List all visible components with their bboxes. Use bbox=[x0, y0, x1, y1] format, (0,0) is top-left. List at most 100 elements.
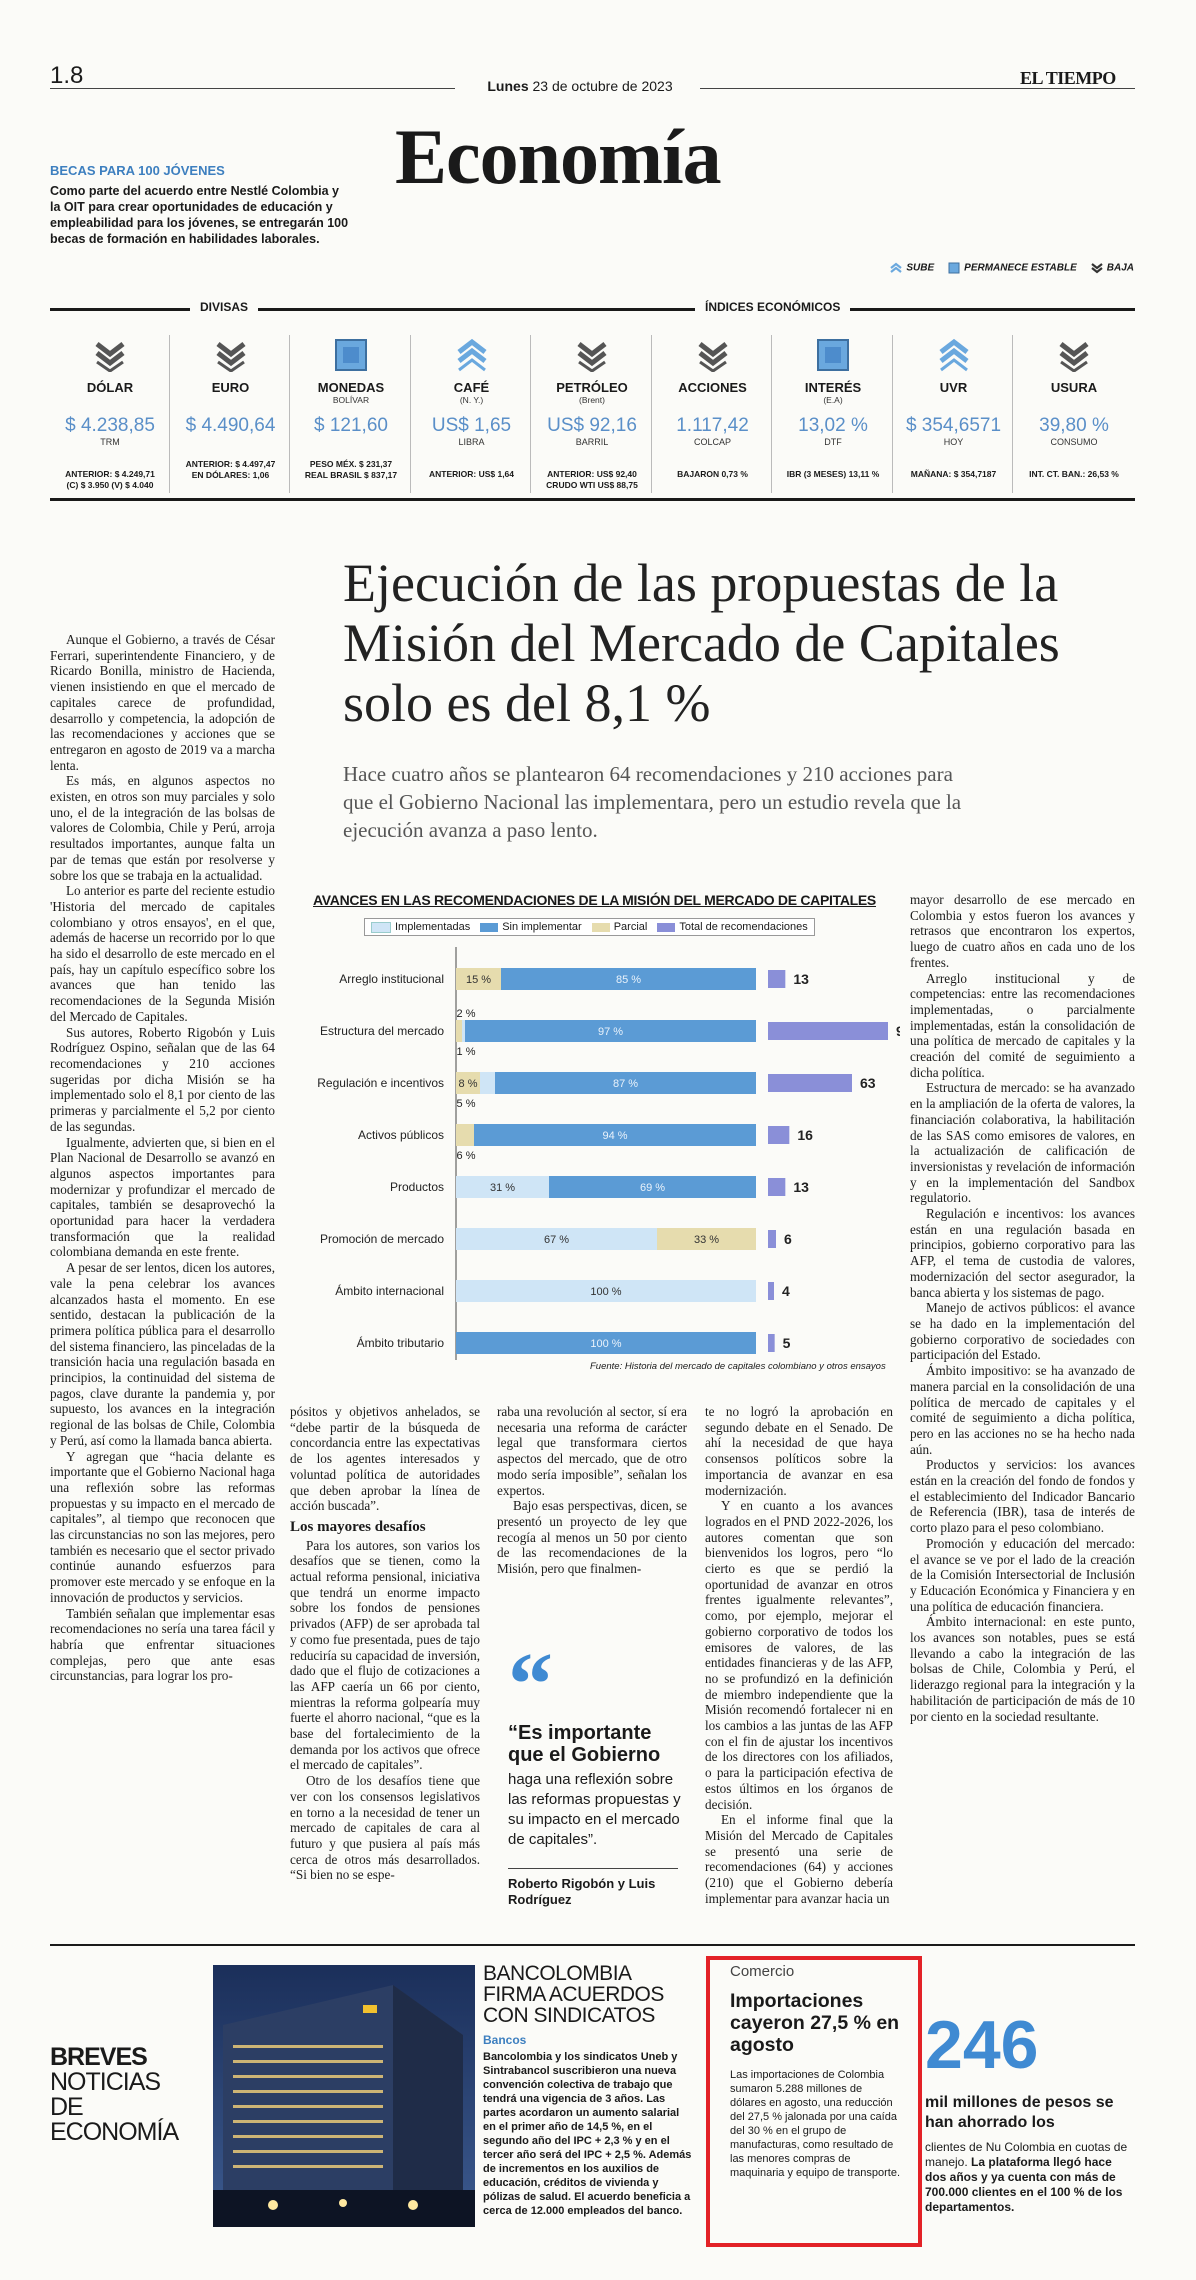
bar-sin-implementar bbox=[465, 1020, 756, 1042]
article-column-1: Aunque el Gobierno, a través de César Fe… bbox=[50, 632, 275, 1684]
bar-sin-implementar bbox=[501, 968, 756, 990]
bancolombia-kicker: Bancos bbox=[483, 2033, 527, 2047]
indicator-6: INTERÉS (E.A) 13,02 % DTF IBR (3 MESES) 13,1… bbox=[773, 330, 893, 495]
down-trend-icon bbox=[575, 338, 609, 373]
data-label: 69 % bbox=[640, 1182, 665, 1194]
bar-parcial bbox=[456, 1020, 462, 1042]
breves-top-rule bbox=[50, 1944, 1135, 1946]
legend-up: SUBE bbox=[890, 262, 934, 274]
category-label: Promoción de mercado bbox=[320, 1232, 444, 1246]
total-bar bbox=[768, 1126, 790, 1144]
bancolombia-text: Bancolombia y los sindicatos Uneb y Sint… bbox=[483, 2051, 692, 2217]
data-label: 67 % bbox=[544, 1234, 569, 1246]
category-label: Regulación e incentivos bbox=[317, 1076, 444, 1090]
category-label: Ámbito internacional bbox=[335, 1283, 444, 1298]
data-label: 15 % bbox=[466, 974, 491, 986]
indicator-value: US$ 92,16 bbox=[547, 415, 637, 436]
indicator-unit: HOY bbox=[943, 437, 964, 447]
indicator-unit: LIBRA bbox=[458, 437, 485, 447]
data-label: 2 % bbox=[457, 1008, 476, 1020]
down-trend-icon bbox=[696, 338, 730, 373]
indicator-name: INTERÉS bbox=[804, 380, 862, 395]
paragraph: Lo anterior es parte del reciente estudi… bbox=[50, 883, 275, 1024]
indicator-value: $ 121,60 bbox=[314, 415, 388, 436]
nu-headline: mil millones de pesos se han ahorrado lo… bbox=[925, 2094, 1114, 2131]
date-rest: 23 de octubre de 2023 bbox=[532, 78, 673, 94]
data-label: 33 % bbox=[694, 1234, 719, 1246]
trend-legend: SUBE PERMANECE ESTABLE BAJA bbox=[890, 262, 1134, 274]
paragraph: Igualmente, advierten que, si bien en el… bbox=[50, 1134, 275, 1260]
quote-rule bbox=[508, 1868, 678, 1869]
data-label: 94 % bbox=[602, 1130, 627, 1142]
indicator-name: MONEDAS bbox=[317, 380, 385, 395]
indicator-value: 13,02 % bbox=[798, 415, 868, 436]
total-label: 63 bbox=[860, 1075, 876, 1091]
indicator-separator bbox=[771, 335, 772, 493]
comercio-kicker: Comercio bbox=[730, 1963, 795, 1980]
comercio-text: Las importaciones de Colombia sumaron 5.… bbox=[730, 2069, 900, 2179]
indicator-5: ACCIONES 1.117,42 COLCAP BAJARON 0,73 % bbox=[653, 330, 773, 495]
becas-title: BECAS PARA 100 JÓVENES bbox=[50, 163, 225, 178]
quote-head: “Es importante que el Gobierno bbox=[508, 1722, 661, 1766]
indicator-value: 1.117,42 bbox=[676, 415, 749, 436]
paragraph: Ámbito impositivo: se ha avanzado de man… bbox=[910, 1363, 1135, 1457]
indicator-value: $ 4.238,85 bbox=[65, 415, 155, 436]
total-bar bbox=[768, 970, 786, 988]
legend-parcial: Parcial bbox=[591, 921, 647, 933]
indicator-separator bbox=[650, 335, 652, 493]
total-bar bbox=[768, 1178, 786, 1196]
indicator-1: EURO $ 4.490,64 ANTERIOR: $ 4.497,47 EN DÓL… bbox=[171, 330, 291, 495]
data-label: 100 % bbox=[590, 1338, 621, 1350]
indicator-3: CAFÉ (N. Y.) US$ 1,65 LIBRA ANTERIOR: US$ 1,… bbox=[412, 330, 532, 495]
up-trend-icon bbox=[937, 338, 971, 372]
paragraph: Aunque el Gobierno, a través de César Fe… bbox=[50, 632, 275, 773]
data-label: 5 % bbox=[457, 1098, 476, 1110]
subhead: Los mayores desafíos bbox=[290, 1518, 426, 1535]
header-rule-left bbox=[50, 88, 455, 89]
nu-text: clientes de Nu Colombia en cuotas de man… bbox=[925, 2140, 1128, 2214]
indicator-separator bbox=[891, 335, 893, 493]
indicator-sub: BOLÍVAR bbox=[332, 395, 370, 405]
divisas-label: DIVISAS bbox=[190, 300, 259, 314]
indicators-top-rule bbox=[50, 308, 1135, 311]
bar-implementadas bbox=[456, 1280, 756, 1302]
quote-author: Roberto Rigobón y Luis Rodríguez bbox=[508, 1876, 656, 1907]
nu-big-number: 246 bbox=[925, 2007, 1039, 2083]
data-label: 31 % bbox=[490, 1182, 515, 1194]
indicator-foot: ANTERIOR: $ 4.497,47 EN DÓLARES: 1,06 bbox=[185, 459, 276, 480]
indicator-value: US$ 1,65 bbox=[431, 415, 512, 436]
category-label: Activos públicos bbox=[358, 1128, 444, 1142]
indicator-name: UVR bbox=[939, 380, 968, 395]
bar-sin-implementar bbox=[495, 1072, 756, 1094]
bancolombia-building-photo bbox=[213, 1965, 475, 2227]
indicator-foot: MAÑANA: $ 354,7187 bbox=[910, 469, 997, 479]
indicator-unit: COLCAP bbox=[693, 437, 731, 447]
down-trend-icon bbox=[1057, 338, 1091, 373]
indicator-unit: TRM bbox=[100, 437, 120, 447]
indicator-sub: (Brent) bbox=[579, 395, 605, 405]
chart-title: AVANCES EN LAS RECOMENDACIONES DE LA MIS… bbox=[313, 892, 876, 908]
paragraph: Sus autores, Roberto Rigobón y Luis Rodr… bbox=[50, 1024, 275, 1134]
bar-implementadas bbox=[462, 1020, 465, 1042]
data-label: 87 % bbox=[613, 1078, 638, 1090]
indicator-sub bbox=[50, 395, 170, 407]
paragraph: Arreglo institucional y de competencias:… bbox=[910, 970, 1135, 1080]
stable-trend-icon bbox=[816, 338, 850, 372]
indicator-sub bbox=[171, 395, 291, 407]
section-title: Economía bbox=[395, 113, 722, 200]
paragraph: Es más, en algunos aspectos no existen, … bbox=[50, 773, 275, 883]
paragraph: En el informe final que la Misión del Me… bbox=[705, 1812, 893, 1906]
article-dek: Hace cuatro años se plantearon 64 recome… bbox=[343, 762, 962, 842]
paragraph: Para los autores, son varios los desafío… bbox=[290, 1537, 480, 1773]
down-trend-icon bbox=[214, 338, 248, 373]
indicator-name: PETRÓLEO bbox=[556, 380, 628, 395]
legend-implementadas: Implementadas bbox=[371, 921, 470, 933]
bar-implementadas bbox=[480, 1072, 495, 1094]
indicator-foot: ANTERIOR: $ 4.249,71 (C) $ 3.950 (V) $ 4.… bbox=[65, 469, 155, 490]
chart-source: Fuente: Historia del mercado de capitale… bbox=[590, 1361, 886, 1372]
stable-trend-icon bbox=[334, 338, 368, 372]
total-label: 90 bbox=[896, 1023, 900, 1039]
indicator-2: MONEDAS BOLÍVAR $ 121,60 PESO MÉX. $ 231,37… bbox=[291, 330, 411, 495]
indicator-separator bbox=[409, 335, 411, 493]
